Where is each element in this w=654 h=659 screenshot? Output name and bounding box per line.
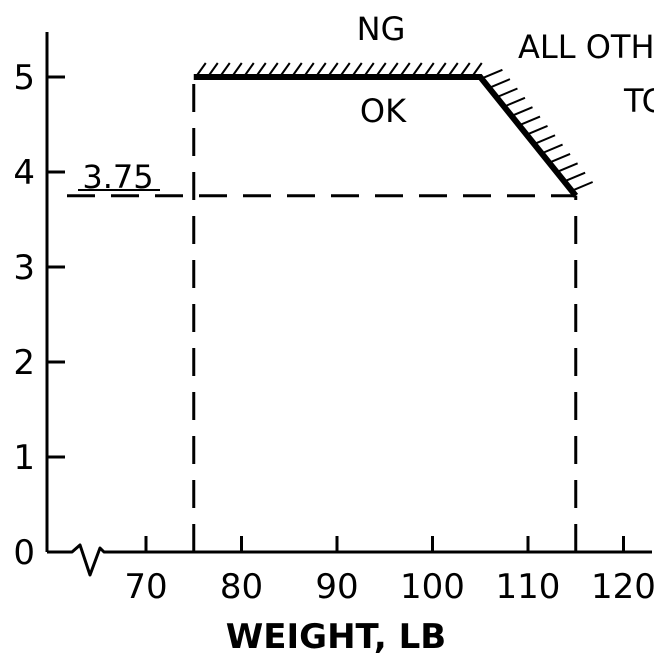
y-tick-label: 4 [13,153,35,193]
hatch-mark [518,115,541,127]
hatch-mark [503,96,526,108]
y-tick-label: 3 [13,248,35,288]
hatch-mark [526,124,548,136]
hatch-mark [511,106,533,117]
hatch-mark [548,153,571,164]
series [193,74,579,198]
reference-lines [67,77,578,552]
x-tick-label: 110 [496,567,561,607]
ok-label: OK [360,92,407,130]
y-tick-label: 2 [13,343,35,383]
x-axis-line-with-break [47,543,652,577]
y-tick-label: 0 [13,533,35,573]
axes: 0 1 2 3 4 5 70 80 90 100 110 120 WEIGHT, LB [13,32,654,657]
x-tick-label: 100 [400,567,465,607]
hatch-mark [541,143,563,155]
x-tick-label: 80 [220,567,263,607]
clipped-annotation-right: TC [623,82,654,120]
hatch-mark [563,171,586,183]
hatch-mark [533,134,556,145]
x-tick-label: 120 [591,567,654,607]
hatch-mark [488,78,511,89]
y-tick-label: 1 [13,438,35,478]
clipped-annotation-top: ALL OTH [518,28,654,66]
hatch-mark [556,162,579,173]
x-tick-label: 90 [315,567,358,607]
ng-label: NG [357,10,406,48]
hatch-mark [496,87,518,99]
x-axis-title: WEIGHT, LB [226,617,446,657]
y-tick-label: 5 [13,58,35,98]
x-tick-label: 70 [124,567,167,607]
hatch-mark [571,181,594,192]
limit-boundary-line [193,74,579,198]
hatch-mark [481,68,503,80]
